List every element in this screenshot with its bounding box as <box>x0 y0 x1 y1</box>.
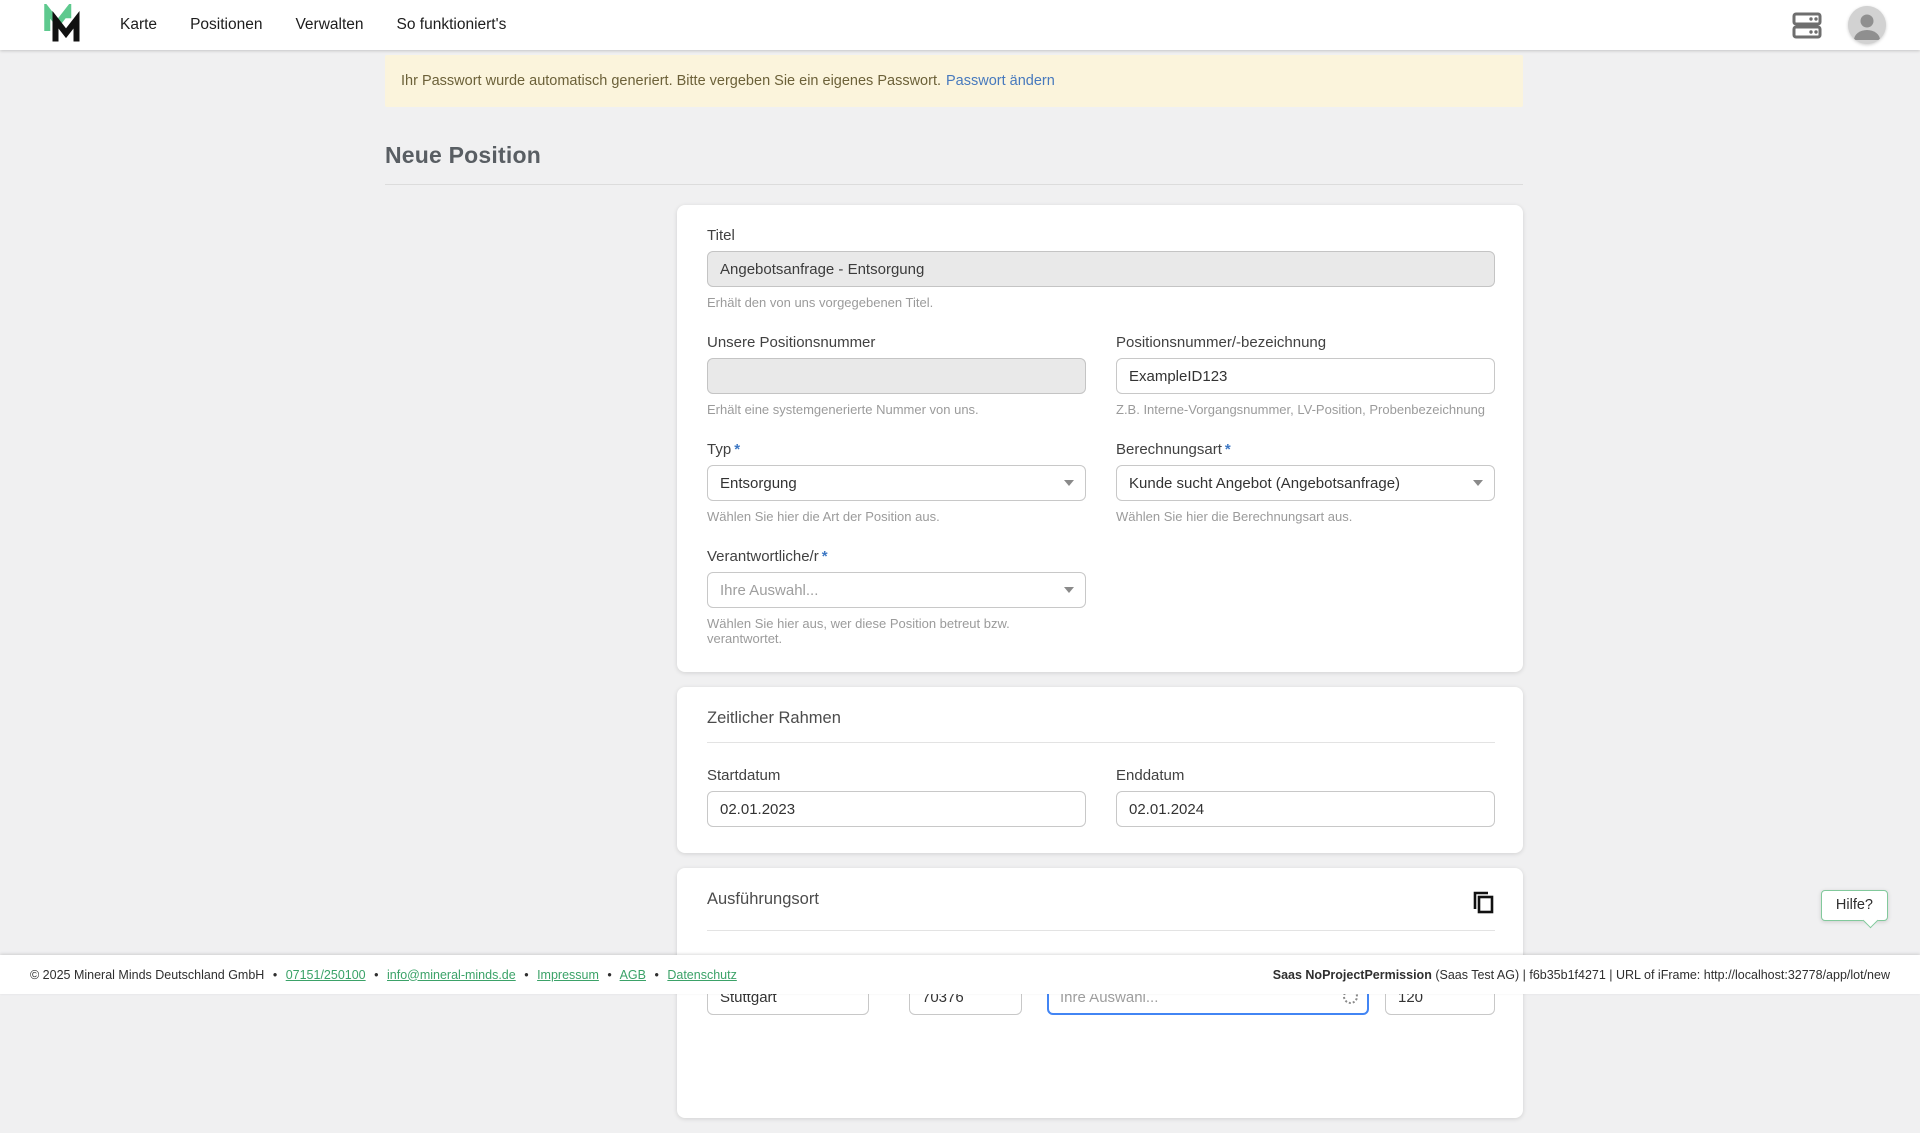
startdatum-input[interactable] <box>707 791 1086 827</box>
dns-servers-icon[interactable] <box>1792 11 1822 39</box>
berechnungsart-select[interactable]: Kunde sucht Angebot (Angebotsanfrage) <box>1116 465 1495 501</box>
page-title: Neue Position <box>385 142 1523 184</box>
verantwortliche-placeholder: Ihre Auswahl... <box>720 582 818 599</box>
berechnungsart-label: Berechnungsart <box>1116 441 1222 458</box>
chevron-down-icon <box>1064 480 1074 486</box>
positionsnummer-label: Positionsnummer/-bezeichnung <box>1116 334 1495 351</box>
verantwortliche-hint: Wählen Sie hier aus, wer diese Position … <box>707 616 1086 646</box>
chevron-down-icon <box>1064 587 1074 593</box>
footer-debug-info: Saas NoProjectPermission (Saas Test AG) … <box>1273 968 1890 982</box>
enddatum-input[interactable] <box>1116 791 1495 827</box>
unsere-positionsnummer-label: Unsere Positionsnummer <box>707 334 1086 351</box>
card-divider <box>707 742 1495 743</box>
title-divider <box>385 184 1523 185</box>
saas-permission-label: Saas NoProjectPermission <box>1273 968 1432 982</box>
startdatum-label: Startdatum <box>707 767 1086 784</box>
change-password-link[interactable]: Passwort ändern <box>946 73 1055 89</box>
user-avatar-icon[interactable] <box>1848 6 1886 44</box>
position-form-card: Titel Erhält den von uns vorgegebenen Ti… <box>677 205 1523 672</box>
mineral-minds-logo[interactable] <box>40 4 86 46</box>
zeitlicher-rahmen-title: Zeitlicher Rahmen <box>707 709 1495 728</box>
footer-link-datenschutz[interactable]: Datenschutz <box>667 968 736 982</box>
footer-link-impressum[interactable]: Impressum <box>537 968 599 982</box>
footer-link-phone[interactable]: 07151/250100 <box>286 968 366 982</box>
copy-icon[interactable] <box>1471 890 1495 916</box>
berechnungsart-select-value: Kunde sucht Angebot (Angebotsanfrage) <box>1129 475 1400 492</box>
verantwortliche-label: Verantwortliche/r <box>707 548 819 565</box>
card-divider <box>707 930 1495 931</box>
typ-select[interactable]: Entsorgung <box>707 465 1086 501</box>
nav-item-so-funktionierts[interactable]: So funktioniert's <box>397 16 507 34</box>
berechnungsart-hint: Wählen Sie hier die Berechnungsart aus. <box>1116 509 1495 524</box>
app-bar: Karte Positionen Verwalten So funktionie… <box>0 0 1920 50</box>
main-nav: Karte Positionen Verwalten So funktionie… <box>120 16 506 34</box>
typ-select-value: Entsorgung <box>720 475 797 492</box>
unsere-positionsnummer-hint: Erhält eine systemgenerierte Nummer von … <box>707 402 1086 417</box>
berechnungsart-required-mark: * <box>1225 441 1231 458</box>
titel-hint: Erhält den von uns vorgegebenen Titel. <box>707 295 1495 310</box>
unsere-positionsnummer-input <box>707 358 1086 394</box>
password-notice-banner: Ihr Passwort wurde automatisch generiert… <box>385 55 1523 107</box>
typ-required-mark: * <box>734 441 740 458</box>
positionsnummer-input[interactable] <box>1116 358 1495 394</box>
nav-item-verwalten[interactable]: Verwalten <box>295 16 363 34</box>
zeitlicher-rahmen-card: Zeitlicher Rahmen Startdatum Enddatum <box>677 687 1523 853</box>
help-button[interactable]: Hilfe? <box>1821 890 1888 921</box>
verantwortliche-select[interactable]: Ihre Auswahl... <box>707 572 1086 608</box>
logo-icon <box>40 4 86 46</box>
enddatum-label: Enddatum <box>1116 767 1495 784</box>
titel-label: Titel <box>707 227 1495 244</box>
copyright-text: © 2025 Mineral Minds Deutschland GmbH <box>30 968 264 982</box>
footer: © 2025 Mineral Minds Deutschland GmbH • … <box>0 955 1920 994</box>
footer-link-email[interactable]: info@mineral-minds.de <box>387 968 516 982</box>
verantwortliche-required-mark: * <box>822 548 828 565</box>
chevron-down-icon <box>1473 480 1483 486</box>
nav-item-positionen[interactable]: Positionen <box>190 16 262 34</box>
nav-item-karte[interactable]: Karte <box>120 16 157 34</box>
iframe-url-text: (Saas Test AG) | f6b35b1f4271 | URL of i… <box>1432 968 1890 982</box>
titel-input <box>707 251 1495 287</box>
positionsnummer-hint: Z.B. Interne-Vorgangsnummer, LV-Position… <box>1116 402 1495 417</box>
footer-left: © 2025 Mineral Minds Deutschland GmbH • … <box>30 968 737 982</box>
typ-hint: Wählen Sie hier die Art der Position aus… <box>707 509 1086 524</box>
banner-message: Ihr Passwort wurde automatisch generiert… <box>401 73 941 89</box>
ausfuehrungsort-title: Ausführungsort <box>707 890 819 909</box>
typ-label: Typ <box>707 441 731 458</box>
footer-link-agb[interactable]: AGB <box>620 968 646 982</box>
